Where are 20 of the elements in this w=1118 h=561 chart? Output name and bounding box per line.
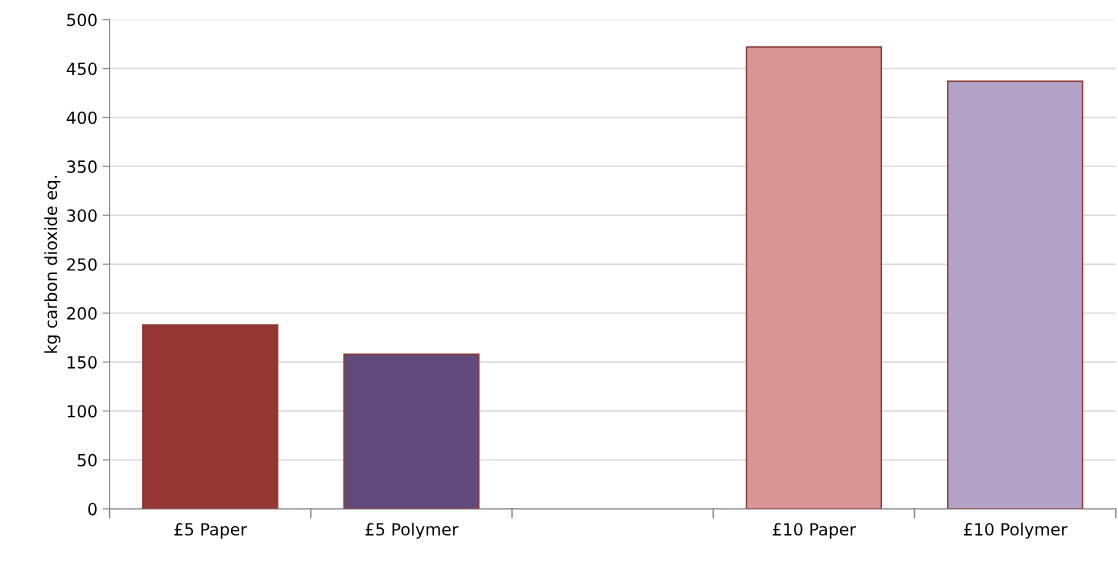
y-tick-label: 200 (67, 307, 97, 320)
x-tick-label: £5 Polymer (365, 522, 459, 539)
x-tick-label: £10 Paper (772, 523, 857, 539)
y-tick-label: 300 (67, 209, 97, 222)
bar (343, 353, 480, 509)
y-tick-label: 150 (67, 356, 97, 369)
bar (745, 46, 883, 509)
y-tick-label: 250 (67, 258, 97, 271)
y-tick-label: 400 (66, 111, 97, 125)
x-tick-label: £10 Polymer (963, 522, 1068, 539)
y-axis-title: kg carbon dioxide eq. (44, 176, 61, 353)
bar (142, 324, 279, 509)
y-tick-label: 0 (88, 502, 97, 516)
y-tick-label: 100 (67, 404, 97, 418)
y-tick-label: 350 (67, 160, 97, 173)
y-tick-label: 450 (66, 62, 97, 76)
y-tick-label: 50 (77, 453, 97, 467)
bar (947, 80, 1084, 509)
x-tick-label: £5 Paper (174, 523, 248, 539)
y-tick-label: 500 (67, 13, 97, 27)
